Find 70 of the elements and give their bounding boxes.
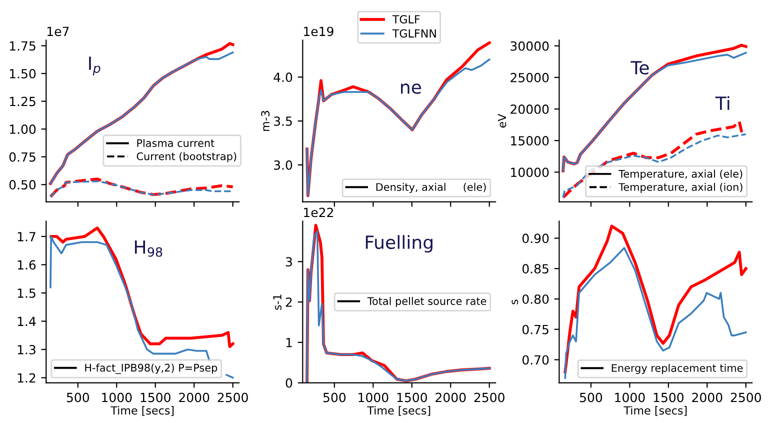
y-tick-label: 4.0 [274,72,292,82]
annotation: Energy replacement time [612,364,743,374]
x-axis-title: Time [secs] [367,406,430,416]
y-tick-label: 1 [286,338,292,348]
y-tick-label: 2 [286,297,292,307]
y-tick-label: 30000 [510,41,549,51]
y-tick-label: 1.25 [10,96,36,106]
x-tick-label: 2000 [436,392,466,402]
y-axis-title: s [512,300,518,304]
y-tick-label: 3.5 [274,116,292,126]
x-tick-label: 500 [323,392,346,402]
y-tick-label: 0.80 [522,294,549,304]
y-tick-label: 1.75 [10,41,36,51]
y-tick-label: 15000 [511,136,549,146]
annotation: H-fact_IPB98(y,2) P=Psep [85,364,218,374]
x-tick-label: 1500 [654,392,684,402]
y-tick-label: 1.6 [18,260,36,270]
annotation: Ti [715,96,730,110]
y-tick-label: 1.7 [18,232,36,242]
annotation: ne [401,84,421,94]
text: 1e19 [304,26,334,36]
x-tick-label: 2000 [179,392,210,402]
annotation: Density, axial (ele) [376,182,486,193]
y-tick-label: 0 [286,378,292,388]
y-tick-label: 0.85 [522,264,548,274]
y-tick-label: 0.90 [522,234,549,244]
legend-label: TGLF [392,15,420,24]
x-tick-label: 500 [66,392,89,402]
annotation: Fuelling [366,235,432,253]
x-tick-label: 2500 [474,392,504,402]
y-axis-title: eV [498,114,506,128]
annotation: Te [630,61,649,75]
y-tick-label: 20000 [510,104,549,114]
y-axis-title: m-3 [261,110,270,131]
y-tick-label: 25000 [510,72,549,82]
annotation: Current (bootstrap) [136,152,236,162]
annotation: Temperature, axial (ele) [618,170,742,180]
x-axis-title: Time [secs] [624,406,687,416]
annotation: I$_{p}$ [89,56,100,76]
annotation: H$_{98}$ [134,240,162,257]
y-tick-label: 1.50 [10,68,36,78]
y-tick-label: 1.00 [10,124,36,134]
y-tick-label: 0.70 [522,355,549,365]
x-tick-label: 2000 [692,392,722,402]
x-tick-label: 1000 [615,392,645,402]
y-tick-label: 10000 [511,168,549,178]
annotation: Total pellet source rate [367,296,486,308]
y-tick-label: 1.4 [18,316,36,326]
legend-label: TGLFNN [392,29,436,38]
y-tick-label: 0.50 [9,180,36,190]
x-tick-label: 500 [580,392,602,402]
y-tick-label: 1.2 [18,373,36,382]
x-tick-label: 1000 [102,392,132,402]
x-tick-label: 2500 [218,392,248,402]
y-tick-label: 0.75 [522,324,548,334]
annotation: Temperature, axial (ion) [618,182,742,193]
y-tick-label: 0.75 [9,152,36,162]
y-tick-label: 3.0 [274,160,292,170]
x-tick-label: 2500 [730,392,761,402]
x-tick-label: 1000 [358,392,388,402]
y-tick-label: 3 [286,257,292,267]
text: 1e22 [304,208,333,218]
x-axis-title: Time [secs] [110,406,174,416]
annotation: Plasma current [137,138,214,148]
y-tick-label: 1.3 [18,344,36,354]
x-tick-label: 1500 [140,392,170,402]
y-tick-label: 1.5 [18,288,36,298]
y-axis-title: s-1 [273,294,282,310]
text: 1e7 [48,26,69,36]
x-tick-label: 1500 [397,392,427,402]
